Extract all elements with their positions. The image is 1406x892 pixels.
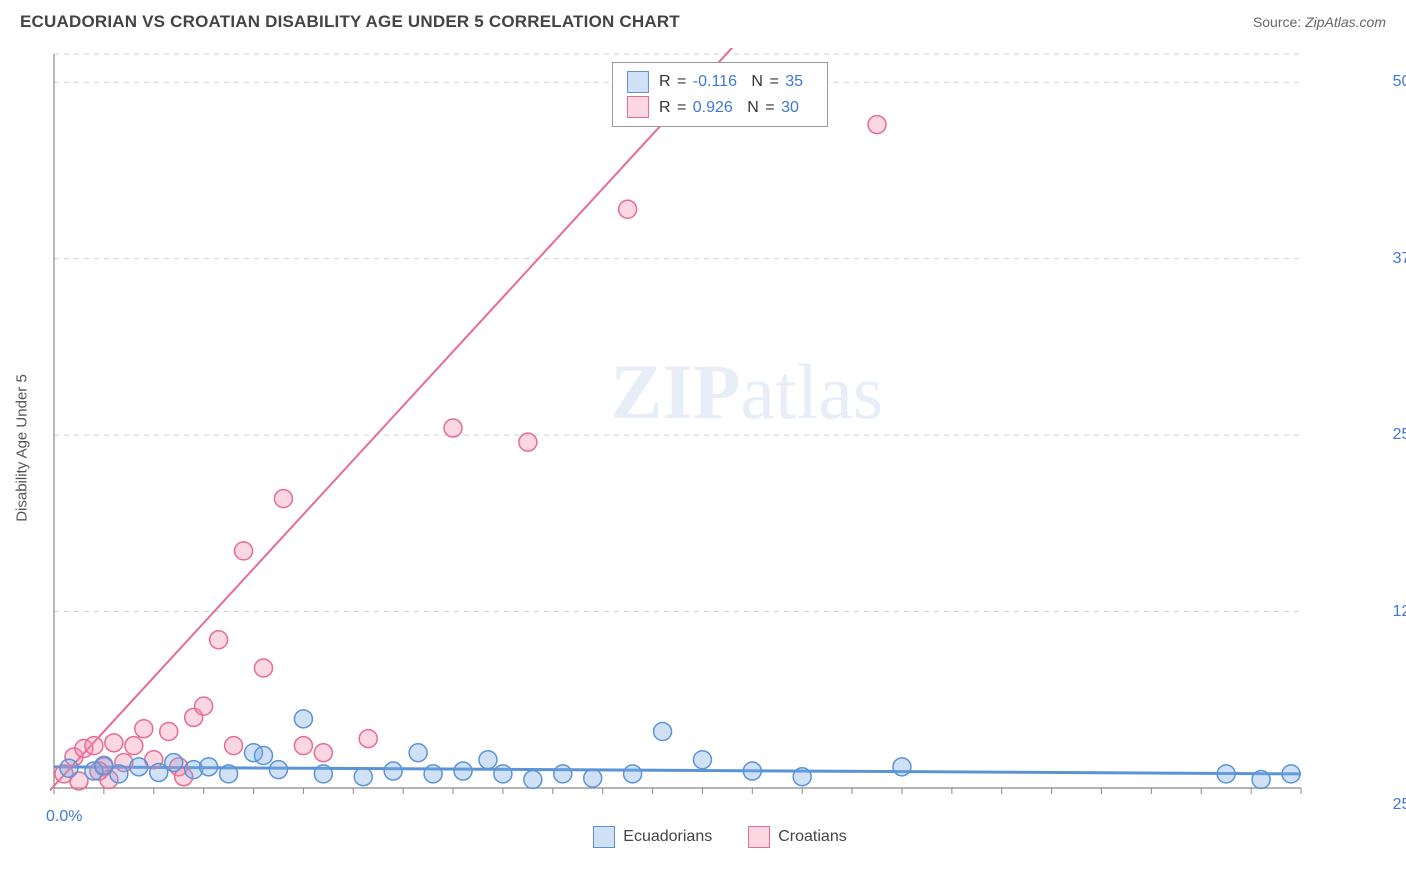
legend-row-ecuadorians: R = -0.116 N = 35 <box>627 69 813 95</box>
swatch-ecuadorians-icon <box>593 826 615 848</box>
x-tick-label: 25.0% <box>1393 796 1406 814</box>
chart-svg <box>50 48 1305 808</box>
source-attribution: Source: ZipAtlas.com <box>1253 14 1386 30</box>
swatch-croatians <box>627 96 649 118</box>
y-tick-label: 37.5% <box>1393 250 1406 268</box>
scatter-chart: Disability Age Under 5 ZIPatlas R = -0.1… <box>50 48 1390 848</box>
y-axis-label: Disability Age Under 5 <box>14 374 31 522</box>
x-tick-label: 0.0% <box>46 808 82 826</box>
chart-title: ECUADORIAN VS CROATIAN DISABILITY AGE UN… <box>20 12 680 32</box>
y-tick-label: 25.0% <box>1393 426 1406 444</box>
n-value-ecuadorians: 35 <box>785 73 803 90</box>
correlation-legend: R = -0.116 N = 35 R = 0.926 N = 30 <box>612 62 828 127</box>
legend-item-ecuadorians: Ecuadorians <box>593 826 712 848</box>
swatch-croatians-icon <box>748 826 770 848</box>
legend-item-croatians: Croatians <box>748 826 846 848</box>
legend-row-croatians: R = 0.926 N = 30 <box>627 95 813 121</box>
n-value-croatians: 30 <box>781 99 799 116</box>
y-tick-label: 50.0% <box>1393 73 1406 91</box>
r-value-croatians: 0.926 <box>693 99 733 116</box>
y-tick-label: 12.5% <box>1393 603 1406 621</box>
r-value-ecuadorians: -0.116 <box>693 73 737 90</box>
swatch-ecuadorians <box>627 71 649 93</box>
series-legend: Ecuadorians Croatians <box>50 826 1390 848</box>
